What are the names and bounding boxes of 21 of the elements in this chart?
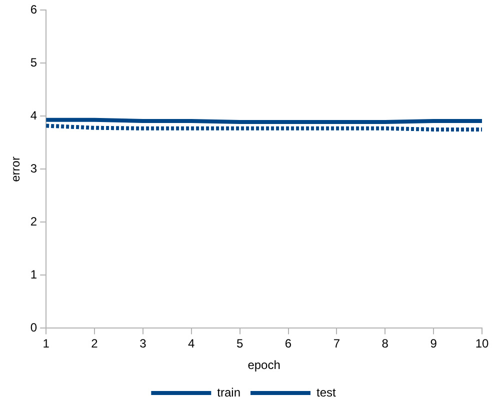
x-tick-label: 10	[475, 336, 489, 351]
x-tick-label: 5	[236, 336, 244, 351]
x-tick-label: 9	[430, 336, 438, 351]
y-tick-label: 2	[30, 214, 38, 229]
x-tick-label: 6	[284, 336, 292, 351]
y-tick-label: 0	[30, 320, 38, 335]
legend-label: test	[316, 385, 337, 400]
y-axis-title: error	[8, 156, 23, 182]
x-tick-label: 4	[188, 336, 196, 351]
x-tick-label: 3	[140, 336, 147, 351]
y-tick-label: 3	[30, 162, 38, 176]
x-tick-label: 7	[333, 336, 340, 351]
y-tick-label: 5	[30, 56, 38, 70]
x-tick-label: 2	[91, 336, 98, 351]
x-axis-title: epoch	[248, 358, 280, 372]
y-tick-label: 1	[30, 268, 38, 282]
y-tick-label: 6	[30, 2, 38, 17]
x-tick-label: 8	[382, 336, 389, 351]
legend-label: train	[217, 385, 240, 400]
x-tick-label: 1	[42, 336, 50, 351]
y-tick-label: 4	[30, 108, 38, 123]
